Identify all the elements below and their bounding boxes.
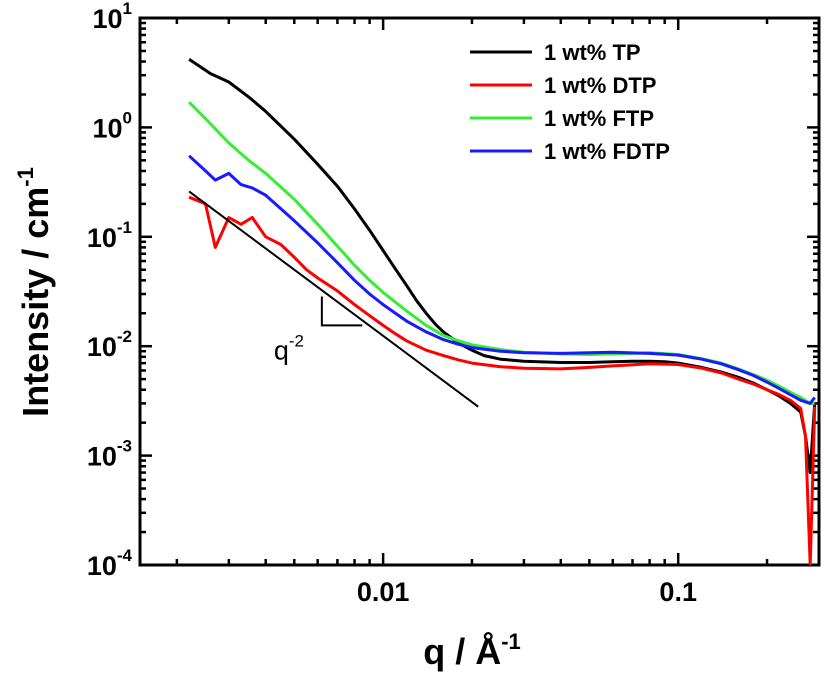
x-axis-title: q / Å-1 (423, 629, 521, 672)
slope-bracket (320, 296, 363, 327)
y-axis-title-exp: -1 (13, 167, 38, 187)
series-group (188, 57, 817, 565)
reference-line (188, 190, 479, 408)
x-axis-title-exp: -1 (501, 629, 521, 654)
x-axis-title-text: q / Å (423, 631, 501, 672)
plot-frame (138, 16, 821, 567)
y-tick-exp: -1 (117, 218, 132, 237)
y-tick-exp: -2 (117, 327, 132, 346)
legend-label: 1 wt% DTP (544, 73, 656, 98)
y-tick-exp: -4 (117, 546, 133, 565)
y-tick-label: 100 (92, 108, 132, 143)
y-axis-title: Intensity / cm-1 (13, 167, 56, 417)
y-tick-label: 10-3 (87, 437, 132, 472)
y-tick-base: 10 (87, 223, 117, 253)
axis-ticks (140, 18, 819, 567)
y-tick-base: 10 (92, 4, 122, 34)
y-tick-label: 101 (92, 0, 132, 34)
slope-label-exp: -2 (289, 331, 304, 350)
series-line (188, 57, 817, 474)
y-tick-exp: 1 (123, 0, 132, 18)
y-tick-base: 10 (87, 442, 117, 472)
x-tick-labels: 0.01 0.1 (357, 577, 697, 607)
y-tick-exp: -3 (117, 437, 132, 456)
y-tick-base: 10 (92, 113, 122, 143)
series-line (188, 195, 817, 565)
slope-annotation: q-2 (274, 296, 363, 365)
legend-label: 1 wt% FTP (544, 106, 654, 131)
y-tick-base: 10 (87, 332, 117, 362)
y-tick-base: 10 (87, 551, 117, 581)
y-tick-exp: 0 (123, 108, 132, 127)
slope-label: q-2 (274, 331, 304, 365)
y-axis-title-text: Intensity / cm (15, 187, 56, 417)
series-line (188, 154, 816, 405)
legend-label: 1 wt% FDTP (544, 139, 670, 164)
legend-label: 1 wt% TP (544, 40, 641, 65)
x-tick-label: 0.1 (659, 577, 697, 607)
x-tick-label: 0.01 (357, 577, 410, 607)
y-tick-label: 10-1 (87, 218, 132, 253)
y-tick-label: 10-2 (87, 327, 132, 362)
y-tick-label: 10-4 (87, 546, 133, 581)
slope-label-base: q (274, 335, 289, 365)
legend: 1 wt% TP 1 wt% DTP 1 wt% FTP 1 wt% FDTP (470, 40, 670, 164)
